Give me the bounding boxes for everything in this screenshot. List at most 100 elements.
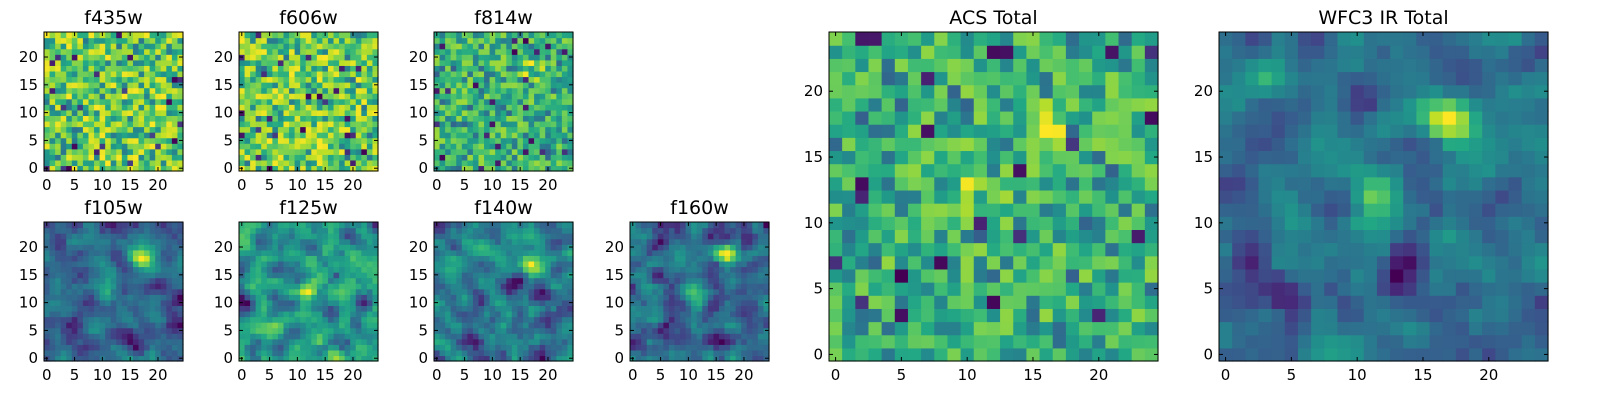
heatmap-cell xyxy=(305,32,312,39)
heatmap-cell xyxy=(300,87,307,94)
heatmap-cell xyxy=(110,260,117,268)
heatmap-cell xyxy=(71,120,78,128)
heatmap-cell xyxy=(550,316,557,323)
heatmap-cell xyxy=(652,272,659,279)
heatmap-cell xyxy=(567,227,574,234)
heatmap-cell xyxy=(132,255,140,262)
heatmap-cell xyxy=(289,120,296,128)
heatmap-cell xyxy=(255,115,262,122)
heatmap-cell xyxy=(752,244,759,251)
heatmap-cell xyxy=(77,87,84,94)
heatmap-cell xyxy=(350,333,357,340)
heatmap-cell xyxy=(121,327,128,334)
heatmap-cell xyxy=(934,308,949,323)
heatmap-cell xyxy=(635,266,642,273)
heatmap-cell xyxy=(635,355,642,362)
heatmap-cell xyxy=(177,148,184,155)
heatmap-cell xyxy=(561,316,569,323)
heatmap-cell xyxy=(1065,242,1080,257)
heatmap-cell xyxy=(60,159,67,167)
heatmap-cell xyxy=(556,260,563,268)
heatmap-cell xyxy=(545,37,552,44)
heatmap-cell xyxy=(550,272,557,279)
heatmap-cell xyxy=(77,115,84,122)
heatmap-cell xyxy=(77,233,84,240)
heatmap-cell xyxy=(316,333,323,340)
heatmap-cell xyxy=(641,349,648,357)
heatmap-cell xyxy=(372,104,379,111)
heatmap-cell xyxy=(567,93,574,100)
heatmap-cell xyxy=(478,154,485,161)
heatmap-cell xyxy=(166,132,173,139)
heatmap-cell xyxy=(907,321,922,336)
heatmap-cell xyxy=(132,249,140,256)
heatmap-cell xyxy=(539,154,546,161)
heatmap-cell xyxy=(635,255,642,262)
heatmap-cell xyxy=(506,87,513,94)
heatmap-cell xyxy=(127,294,134,301)
heatmap-cell xyxy=(283,70,290,78)
heatmap-cell xyxy=(132,132,140,139)
heatmap-cell xyxy=(741,322,748,329)
heatmap-cell xyxy=(556,355,563,362)
heatmap-cell xyxy=(261,277,268,284)
heatmap-cell xyxy=(300,93,307,100)
heatmap-cell xyxy=(696,227,703,234)
heatmap-cell xyxy=(663,310,670,318)
heatmap-cell xyxy=(641,227,648,234)
heatmap-cell xyxy=(434,338,441,345)
heatmap-cell xyxy=(668,233,676,240)
heatmap-cell xyxy=(49,327,56,334)
heatmap-cell xyxy=(82,327,90,334)
heatmap-cell xyxy=(300,333,307,340)
heatmap-cell xyxy=(522,65,530,72)
heatmap-cell xyxy=(333,132,340,139)
heatmap-cell xyxy=(478,349,485,357)
heatmap-cell xyxy=(49,98,56,105)
heatmap-cell xyxy=(450,299,457,306)
heatmap-cell xyxy=(467,266,474,273)
heatmap-cell xyxy=(138,288,145,295)
heatmap-cell xyxy=(250,294,257,301)
heatmap-cell xyxy=(713,316,720,323)
heatmap-cell xyxy=(550,349,557,357)
heatmap-cell xyxy=(149,338,156,345)
heatmap-cell xyxy=(534,104,541,111)
heatmap-cell xyxy=(305,82,312,89)
heatmap-cell xyxy=(528,349,535,357)
heatmap-cell xyxy=(255,277,262,284)
heatmap-cell xyxy=(82,93,90,100)
heatmap-cell xyxy=(311,238,318,245)
heatmap-cell xyxy=(277,143,285,150)
heatmap-cell xyxy=(456,294,463,301)
heatmap-cell xyxy=(680,316,687,323)
heatmap-cell xyxy=(121,132,128,139)
heatmap-cell xyxy=(177,227,184,234)
heatmap-cell xyxy=(155,59,162,66)
heatmap-cell xyxy=(322,93,329,100)
heatmap-cell xyxy=(489,148,496,155)
heatmap-cell xyxy=(82,244,90,251)
heatmap-cell xyxy=(60,249,67,256)
heatmap-cell xyxy=(456,222,463,229)
heatmap-cell xyxy=(484,115,491,122)
heatmap-cell xyxy=(652,322,659,329)
y-tick-label: 20 xyxy=(19,48,38,66)
heatmap-cell xyxy=(696,260,703,268)
heatmap-cell xyxy=(127,249,134,256)
heatmap-cell xyxy=(166,154,173,161)
heatmap-cell xyxy=(434,132,441,139)
heatmap-cell xyxy=(372,159,379,167)
heatmap-cell xyxy=(294,277,301,284)
heatmap-cell xyxy=(550,266,557,273)
heatmap-cell xyxy=(66,333,73,340)
heatmap-cell xyxy=(177,87,184,94)
heatmap-cell xyxy=(316,93,323,100)
heatmap-cell xyxy=(467,244,474,251)
heatmap-cell xyxy=(1000,163,1014,178)
heatmap-cell xyxy=(881,216,896,230)
heatmap-cell xyxy=(160,76,167,83)
heatmap-cell xyxy=(506,327,513,334)
heatmap-cell xyxy=(277,154,285,161)
heatmap-cell xyxy=(366,32,374,39)
